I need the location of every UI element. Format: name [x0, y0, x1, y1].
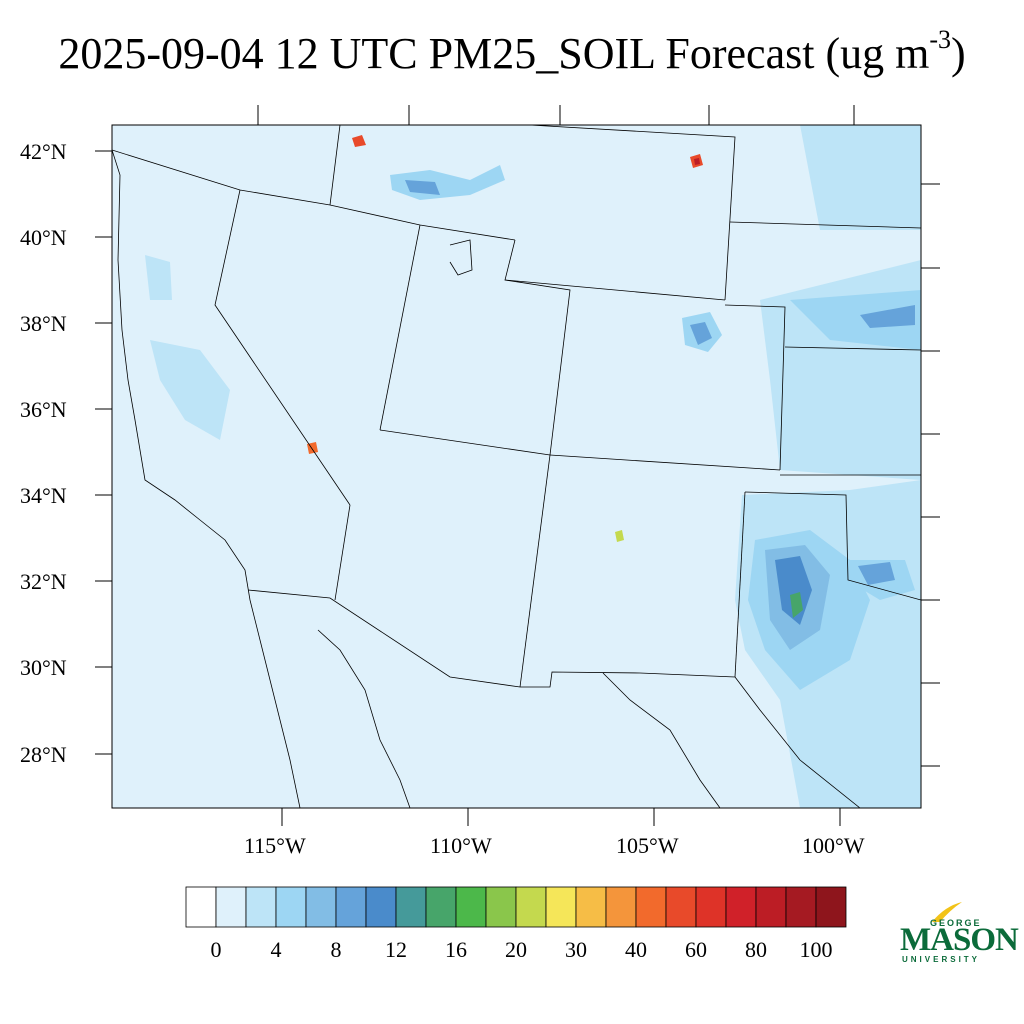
field-blob-oklahoma-2	[858, 562, 895, 585]
state-nv-ut	[379, 224, 421, 431]
field-blob-texas-5	[790, 592, 803, 618]
lat-label-30: 30°N	[20, 655, 67, 680]
state-nm-tx	[549, 454, 781, 471]
colorbar-swatch	[545, 886, 577, 928]
baja-coast	[317, 629, 411, 808]
colorbar-swatch	[725, 886, 757, 928]
lon-label-110: 110°W	[430, 833, 492, 858]
colorbar-tick-label: 8	[330, 937, 342, 962]
colorbar-swatch	[485, 886, 517, 928]
field-blob-idaho-2	[405, 180, 440, 195]
colorbar-swatch	[215, 886, 247, 928]
colorbar-swatch	[815, 886, 847, 928]
state-nm-tx-west	[734, 491, 746, 678]
field-blob-wyoming-hot-core	[694, 158, 700, 165]
field-blob-kansas-3	[860, 305, 915, 328]
colorbar-swatch	[365, 886, 397, 928]
colorbar-tick-label: 0	[210, 937, 222, 962]
logo-line3: UNIVERSITY	[902, 955, 981, 964]
colorbar-tick-label: 60	[685, 937, 707, 962]
state-wy-south	[504, 279, 726, 301]
rio-grande	[602, 672, 721, 808]
lat-label-36: 36°N	[20, 397, 67, 422]
field-blob-idaho-hot	[352, 135, 366, 147]
map-frame	[111, 124, 922, 809]
colorbar-tick-label: 20	[505, 937, 527, 962]
lon-label-100: 100°W	[802, 833, 865, 858]
colorbar-swatch	[515, 886, 547, 928]
state-wy-north	[529, 125, 736, 301]
state-ut-co	[504, 239, 571, 456]
field-blob-colorado-2	[690, 322, 712, 345]
pm25-field	[145, 125, 921, 808]
colorbar	[185, 886, 847, 928]
colorbar-swatch	[425, 886, 457, 928]
state-az-ca	[334, 504, 351, 601]
state-tx-panhandle	[744, 491, 921, 601]
great-salt-lake	[449, 239, 473, 276]
lat-label-42: 42°N	[20, 139, 67, 164]
field-blob-california	[145, 255, 172, 300]
colorbar-swatch	[785, 886, 817, 928]
colorbar-tick-label: 16	[445, 937, 467, 962]
colorbar-swatch	[305, 886, 337, 928]
colorbar-tick-label: 100	[799, 937, 833, 962]
colorbar-swatch	[455, 886, 487, 928]
title-close: )	[951, 29, 966, 78]
state-ne-ks	[729, 221, 921, 229]
colorbar-tick-label: 4	[270, 937, 282, 962]
field-blob-kansas-2	[790, 290, 921, 350]
colorbar-swatch	[605, 886, 637, 928]
field-blob-california-2	[150, 340, 230, 440]
george-mason-logo: GEORGE MASON UNIVERSITY	[900, 900, 1019, 970]
colorbar-swatch	[665, 886, 697, 928]
colorbar-swatch	[395, 886, 427, 928]
axis-ticks	[95, 105, 940, 826]
lat-label-32: 32°N	[20, 569, 67, 594]
colorbar-tick-label: 80	[745, 937, 767, 962]
colorbar-tick-label: 30	[565, 937, 587, 962]
lat-label-40: 40°N	[20, 225, 67, 250]
coastline-california	[112, 149, 301, 808]
field-blob-northeast	[800, 125, 921, 230]
colorbar-swatch	[245, 886, 277, 928]
state-ut-az	[379, 429, 551, 456]
colorbar-swatch	[185, 886, 217, 928]
state-az-nm	[519, 454, 551, 688]
lat-label-38: 38°N	[20, 311, 67, 336]
colorbar-swatch	[275, 886, 307, 928]
logo-swoosh-icon	[932, 902, 962, 922]
state-co-ks	[724, 304, 786, 471]
field-blob-texas-4	[775, 556, 812, 625]
state-nv-ca	[214, 189, 351, 506]
state-ks-ok	[784, 346, 921, 351]
lon-label-115: 115°W	[244, 833, 306, 858]
colorbar-swatch	[335, 886, 367, 928]
lat-label-34: 34°N	[20, 483, 67, 508]
colorbar-swatch	[755, 886, 787, 928]
colorbar-swatch	[575, 886, 607, 928]
map-title: 2025-09-04 12 UTC PM25_SOIL Forecast (ug…	[0, 25, 1024, 79]
colorbar-swatch	[635, 886, 667, 928]
colorbar-tick-label: 40	[625, 937, 647, 962]
colorbar-swatch	[695, 886, 727, 928]
state-id-wy	[329, 125, 341, 206]
logo-line2: MASON	[900, 922, 1019, 958]
field-blob-nm-hot	[615, 530, 624, 542]
border-texas-mexico	[734, 676, 861, 808]
title-text: 2025-09-04 12 UTC PM25_SOIL Forecast (ug…	[58, 29, 930, 78]
border-us-mexico	[247, 589, 736, 688]
boundaries	[112, 125, 921, 808]
title-superscript: -3	[929, 25, 951, 55]
logo-line1: GEORGE	[930, 918, 982, 928]
lon-label-105: 105°W	[616, 833, 679, 858]
lat-label-28: 28°N	[20, 742, 67, 767]
colorbar-tick-label: 12	[385, 937, 407, 962]
